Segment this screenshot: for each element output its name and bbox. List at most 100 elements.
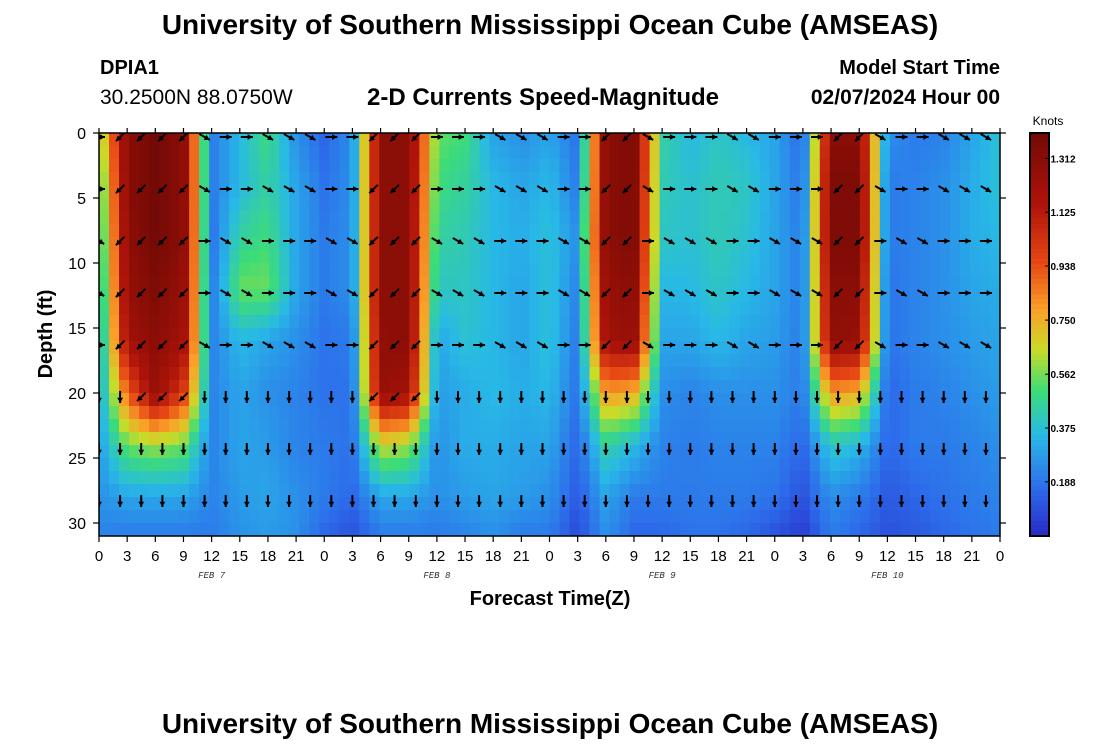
- heatmap-cell: [919, 211, 931, 225]
- heatmap-cell: [349, 380, 360, 394]
- heatmap-cell: [429, 380, 440, 394]
- heatmap-cell: [389, 367, 400, 381]
- vector-arrow: [789, 134, 802, 140]
- heatmap-cell: [609, 497, 621, 511]
- heatmap-cell: [419, 419, 430, 433]
- heatmap-cell: [259, 289, 270, 303]
- heatmap-cell: [199, 263, 210, 277]
- heatmap-cell: [679, 211, 691, 225]
- heatmap-cell: [569, 224, 581, 238]
- heatmap-cell: [889, 406, 901, 420]
- heatmap-cell: [269, 315, 280, 329]
- heatmap-cell: [349, 172, 360, 186]
- heatmap-cell: [289, 328, 300, 342]
- heatmap-cell: [509, 198, 521, 212]
- heatmap-cell: [809, 172, 821, 186]
- heatmap-cell: [669, 445, 681, 459]
- heatmap-cell: [619, 523, 631, 536]
- vector-arrow: [455, 391, 461, 403]
- vector-arrow: [410, 288, 421, 298]
- vector-arrow: [243, 391, 250, 403]
- heatmap-cell: [449, 471, 460, 485]
- heatmap-cell: [529, 211, 541, 225]
- heatmap-cell: [99, 406, 110, 420]
- heatmap-cell: [539, 237, 551, 251]
- heatmap-cell: [389, 523, 400, 536]
- heatmap-cell: [749, 289, 761, 303]
- heatmap-cell: [669, 419, 681, 433]
- heatmap-cell: [809, 146, 821, 160]
- heatmap-cell: [849, 419, 861, 433]
- heatmap-cell: [669, 146, 681, 160]
- heatmap-cell: [449, 133, 460, 147]
- heatmap-cell: [949, 146, 961, 160]
- heatmap-cell: [539, 432, 551, 446]
- heatmap-cell: [209, 458, 220, 472]
- heatmap-cell: [929, 211, 941, 225]
- heatmap-cell: [569, 185, 581, 199]
- heatmap-cell: [359, 354, 370, 368]
- heatmap-cell: [589, 146, 601, 160]
- heatmap-cell: [349, 276, 360, 290]
- heatmap-cell: [549, 146, 561, 160]
- heatmap-cell: [959, 315, 971, 329]
- heatmap-cell: [269, 523, 280, 536]
- colorbar-swatch: [1030, 420, 1049, 426]
- heatmap-cell: [599, 211, 611, 225]
- heatmap-cell: [249, 445, 260, 459]
- vector-arrow: [325, 237, 337, 245]
- heatmap-cell: [289, 198, 300, 212]
- heatmap-cell: [849, 497, 861, 511]
- heatmap-cell: [279, 250, 290, 264]
- heatmap-cell: [429, 146, 440, 160]
- heatmap-cell: [759, 484, 771, 498]
- heatmap-cell: [99, 497, 110, 511]
- heatmap-cell: [889, 341, 901, 355]
- heatmap-cell: [779, 185, 791, 199]
- vector-arrow: [602, 495, 609, 507]
- heatmap-cell: [939, 484, 951, 498]
- heatmap-cell: [319, 172, 330, 186]
- heatmap-cell: [809, 341, 821, 355]
- heatmap-cell: [239, 159, 250, 173]
- heatmap-cell: [759, 458, 771, 472]
- vector-arrow: [201, 443, 208, 455]
- vector-arrow: [747, 290, 760, 296]
- heatmap-cell: [549, 224, 561, 238]
- heatmap-cell: [429, 172, 440, 186]
- heatmap-cell: [789, 276, 801, 290]
- heatmap-cell: [519, 523, 531, 536]
- heatmap-cell: [349, 445, 360, 459]
- heatmap-cell: [649, 159, 661, 173]
- vector-arrow: [455, 495, 461, 507]
- heatmap-cell: [219, 380, 230, 394]
- heatmap-cell: [529, 185, 541, 199]
- vector-arrow: [391, 495, 398, 507]
- vector-arrow: [684, 186, 697, 192]
- colorbar-swatch: [1030, 475, 1049, 482]
- heatmap-cell: [759, 289, 771, 303]
- heatmap-cell: [849, 328, 861, 342]
- heatmap-cell: [159, 380, 170, 394]
- heatmap-cell: [799, 185, 811, 199]
- heatmap-cell: [569, 484, 581, 498]
- heatmap-cell: [149, 211, 160, 225]
- heatmap-cell: [299, 198, 310, 212]
- heatmap-cell: [159, 354, 170, 368]
- heatmap-cell: [979, 315, 991, 329]
- heatmap-cell: [249, 432, 260, 446]
- colorbar-swatch: [1030, 279, 1049, 285]
- heatmap-cell: [399, 289, 410, 303]
- heatmap-cell: [309, 315, 320, 329]
- heatmap-cell: [529, 523, 541, 536]
- heatmap-cell: [479, 185, 491, 199]
- heatmap-cell: [359, 289, 370, 303]
- heatmap-cell: [759, 250, 771, 264]
- heatmap-cell: [809, 289, 821, 303]
- vector-arrow: [916, 342, 929, 348]
- heatmap-cell: [299, 146, 310, 160]
- heatmap-cell: [409, 328, 420, 342]
- heatmap-cell: [829, 445, 841, 459]
- heatmap-cell: [849, 276, 861, 290]
- heatmap-cell: [269, 393, 280, 407]
